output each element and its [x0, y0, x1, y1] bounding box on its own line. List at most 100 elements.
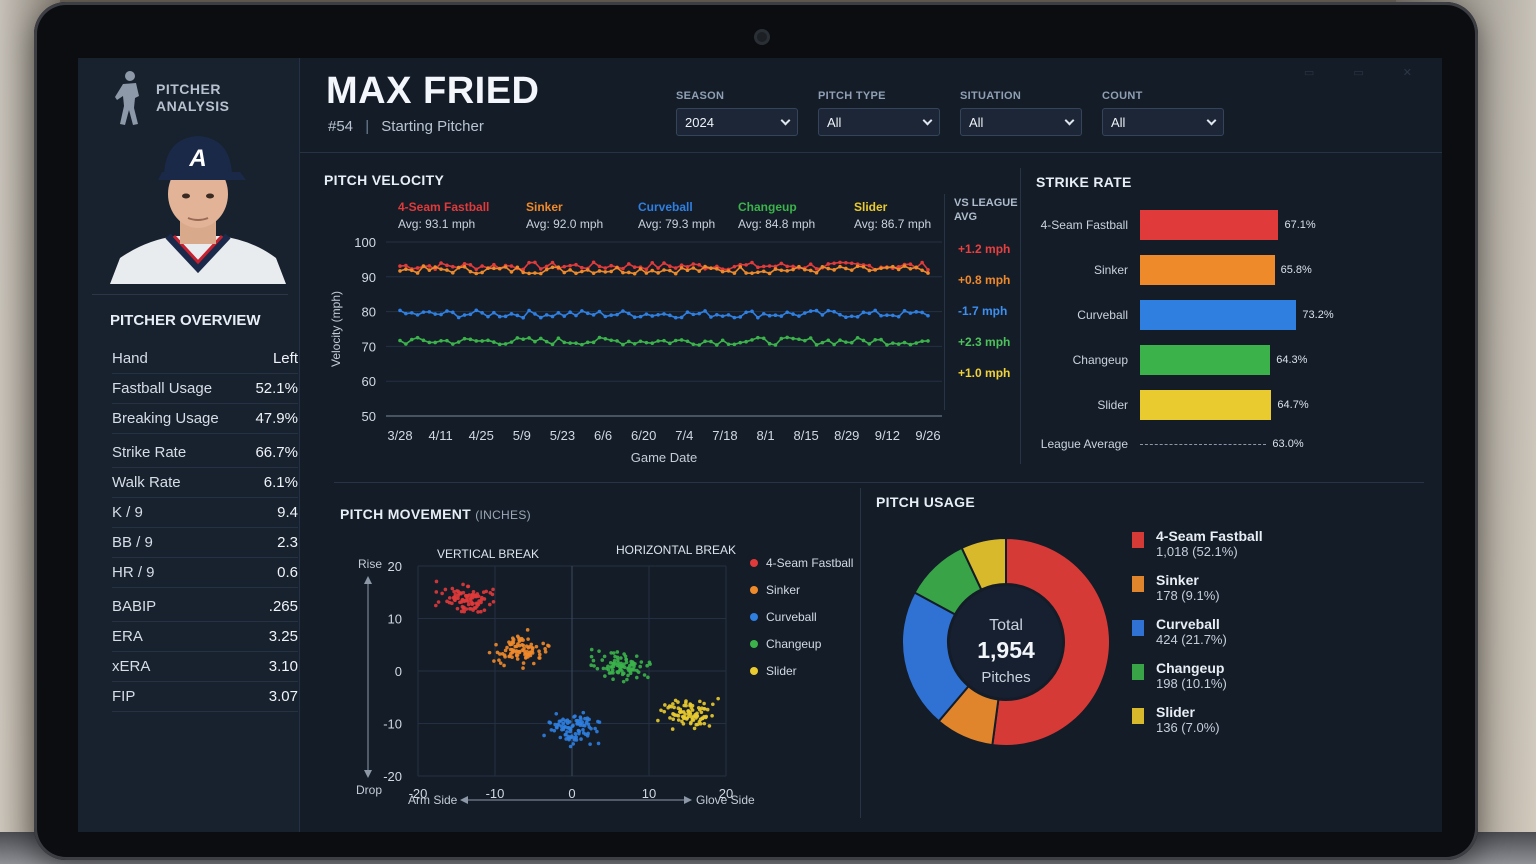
- velocity-point: [808, 336, 813, 340]
- league-diff: +2.3 mph: [958, 335, 1011, 349]
- usage-legend-detail: 198 (10.1%): [1156, 676, 1227, 691]
- velocity-point: [668, 313, 672, 318]
- movement-point: [470, 602, 474, 607]
- velocity-point: [451, 310, 455, 315]
- sidebar: PITCHER ANALYSIS A PITCHER OVERVIEW: [78, 58, 300, 832]
- velocity-point: [656, 312, 660, 317]
- movement-point: [589, 654, 594, 659]
- velocity-point: [621, 270, 625, 275]
- velocity-point: [650, 260, 655, 265]
- velocity-point: [844, 266, 848, 271]
- panel-divider-3: [860, 488, 861, 818]
- movement-point: [648, 662, 652, 666]
- movement-point: [542, 733, 546, 738]
- legend-avg: Avg: 84.8 mph: [738, 217, 816, 231]
- movement-point: [552, 728, 557, 733]
- velocity-point: [621, 342, 625, 347]
- svg-text:A: A: [188, 145, 206, 172]
- movement-point: [455, 606, 460, 611]
- movement-point: [646, 675, 650, 680]
- velocity-point: [568, 268, 572, 272]
- velocity-point: [544, 313, 549, 317]
- velocity-xtick: 9/26: [915, 428, 940, 443]
- velocity-point: [685, 310, 690, 314]
- velocity-xtick: 8/29: [834, 428, 859, 443]
- velocity-point: [597, 335, 602, 340]
- velocity-point: [896, 314, 901, 319]
- strike-rate-label: Changeup: [1072, 353, 1128, 367]
- chevron-down-icon: [1064, 115, 1075, 125]
- velocity-point: [885, 265, 889, 270]
- strike-rate-value: 64.7%: [1277, 399, 1309, 411]
- movement-point: [434, 590, 439, 594]
- velocity-point: [415, 335, 420, 340]
- velocity-point: [879, 313, 883, 318]
- arrow-right-icon: [684, 796, 692, 804]
- movement-point: [571, 742, 576, 746]
- velocity-point: [597, 269, 602, 273]
- filter-dropdown[interactable]: All: [818, 108, 940, 136]
- movement-point: [487, 602, 492, 607]
- velocity-point: [515, 313, 520, 318]
- movement-point: [520, 642, 524, 647]
- velocity-xtick: 7/18: [712, 428, 737, 443]
- brand[interactable]: PITCHER ANALYSIS: [114, 70, 230, 126]
- movement-point: [626, 673, 630, 678]
- movement-point: [522, 646, 526, 651]
- sidebar-divider: [92, 294, 288, 295]
- movement-point: [698, 699, 702, 704]
- velocity-point: [404, 267, 408, 271]
- arrow-left-icon: [460, 796, 468, 804]
- player-subtitle: #54 | Starting Pitcher: [328, 118, 484, 135]
- movement-point: [574, 735, 578, 739]
- velocity-point: [832, 342, 836, 347]
- velocity-point: [462, 336, 467, 341]
- movement-point: [634, 675, 639, 680]
- movement-xtick: -20: [409, 786, 428, 801]
- movement-point: [662, 709, 667, 714]
- usage-legend-detail: 1,018 (52.1%): [1156, 544, 1238, 559]
- velocity-point: [914, 265, 919, 270]
- velocity-point: [486, 314, 490, 319]
- movement-point: [547, 720, 552, 725]
- velocity-point: [785, 335, 789, 340]
- movement-point: [690, 717, 695, 722]
- movement-point: [568, 744, 573, 749]
- movement-point: [546, 643, 550, 648]
- velocity-point: [509, 340, 514, 344]
- movement-point: [470, 593, 475, 597]
- velocity-point: [920, 268, 924, 273]
- horizontal-break-label: HORIZONTAL BREAK: [616, 543, 736, 557]
- movement-point: [681, 710, 686, 714]
- velocity-point: [550, 260, 555, 265]
- velocity-point: [568, 310, 572, 314]
- velocity-point: [409, 268, 414, 273]
- movement-point: [453, 592, 458, 597]
- movement-point: [632, 664, 636, 669]
- velocity-point: [492, 262, 496, 267]
- velocity-point: [650, 341, 655, 345]
- usage-legend-text: Sinker 178 (9.1%): [1156, 572, 1220, 603]
- filter-dropdown[interactable]: All: [1102, 108, 1224, 136]
- velocity-point: [779, 268, 784, 273]
- velocity-point: [720, 267, 725, 271]
- velocity-point: [814, 267, 819, 271]
- velocity-point: [521, 337, 525, 342]
- filter-dropdown[interactable]: 2024: [676, 108, 798, 136]
- overview-label: HR / 9: [112, 564, 155, 581]
- usage-legend-name: 4-Seam Fastball: [1156, 528, 1263, 544]
- movement-point: [464, 594, 469, 598]
- movement-legend-item: Changeup: [750, 637, 821, 651]
- movement-point: [671, 712, 675, 716]
- movement-point: [629, 669, 633, 673]
- movement-point: [618, 667, 622, 672]
- usage-legend-item: Curveball 424 (21.7%): [1132, 616, 1227, 647]
- velocity-point: [908, 342, 913, 347]
- velocity-point: [896, 342, 901, 346]
- movement-point: [613, 654, 617, 659]
- filter-dropdown[interactable]: All: [960, 108, 1082, 136]
- movement-point: [531, 661, 536, 666]
- velocity-point: [726, 342, 731, 347]
- player-photo: A: [106, 128, 290, 284]
- movement-point: [671, 717, 675, 722]
